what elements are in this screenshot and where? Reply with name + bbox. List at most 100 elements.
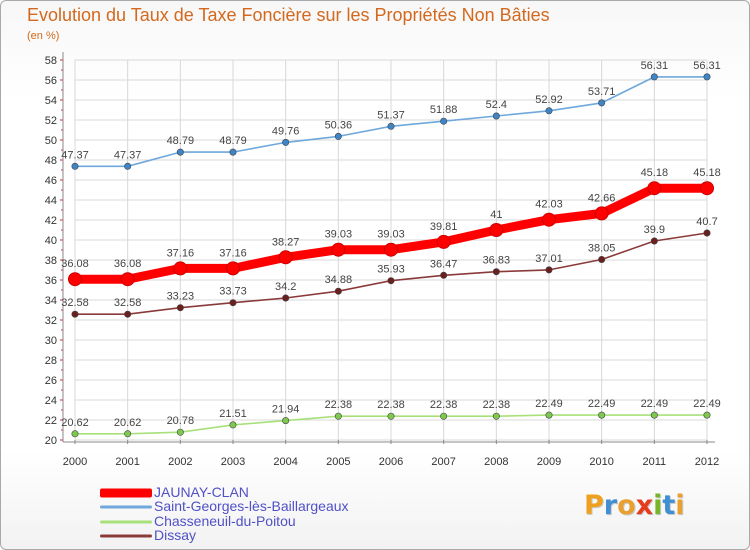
data-label-0: 42.03 (535, 199, 563, 211)
x-tick-label: 2006 (379, 456, 403, 468)
data-label-0: 42.66 (588, 192, 616, 204)
logo-letter: i (653, 490, 663, 521)
legend-swatch-saint-georges (100, 505, 152, 509)
data-point-3 (229, 299, 237, 307)
data-label-3: 39.9 (644, 224, 665, 236)
data-point-3 (124, 310, 132, 318)
x-tick-label: 2009 (537, 456, 561, 468)
data-label-1: 52.4 (486, 99, 507, 111)
y-tick-label: 22 (45, 415, 57, 427)
data-point-1 (650, 73, 658, 81)
x-tick-label: 2003 (221, 456, 245, 468)
data-point-2 (334, 412, 342, 420)
data-label-3: 32.58 (114, 297, 142, 309)
x-tick-label: 2011 (643, 456, 667, 468)
data-label-1: 51.37 (377, 109, 405, 121)
data-point-3 (598, 255, 606, 263)
data-label-1: 48.79 (219, 135, 247, 147)
data-point-2 (650, 411, 658, 419)
data-label-3: 36.47 (430, 258, 458, 270)
data-point-0 (594, 206, 609, 221)
data-label-1: 50.36 (325, 119, 353, 131)
x-tick-label: 2001 (115, 456, 139, 468)
data-label-3: 37.01 (535, 253, 563, 265)
data-label-2: 20.62 (61, 417, 89, 429)
data-label-1: 53.71 (588, 86, 616, 98)
data-point-2 (229, 421, 237, 429)
data-point-1 (598, 99, 606, 107)
legend-label-dissay: Dissay (154, 527, 197, 543)
data-label-0: 39.03 (377, 229, 405, 241)
data-point-1 (124, 162, 132, 170)
data-point-2 (176, 428, 184, 436)
data-label-0: 41 (490, 209, 502, 221)
data-label-0: 45.18 (641, 167, 669, 179)
data-label-1: 48.79 (167, 135, 195, 147)
logo-letter: r (603, 490, 618, 521)
data-label-3: 33.73 (219, 286, 247, 298)
data-label-3: 36.83 (483, 255, 511, 267)
data-point-0 (647, 181, 662, 196)
legend-swatch-chasseneuil (100, 520, 152, 524)
y-tick-label: 56 (45, 75, 57, 87)
data-point-2 (545, 411, 553, 419)
legend-swatch-jaunay-clan (100, 488, 152, 498)
data-label-2: 22.49 (641, 398, 669, 410)
data-point-3 (176, 304, 184, 312)
data-point-0 (700, 181, 714, 196)
data-point-0 (542, 212, 556, 227)
data-point-0 (120, 272, 135, 287)
data-point-2 (598, 411, 606, 419)
y-tick-label: 42 (45, 215, 57, 227)
data-point-0 (226, 261, 240, 276)
data-label-3: 32.58 (61, 297, 89, 309)
data-point-3 (703, 229, 711, 237)
data-label-0: 38.27 (272, 236, 300, 248)
data-point-2 (71, 430, 79, 438)
data-label-2: 22.49 (588, 398, 616, 410)
data-point-1 (71, 162, 79, 170)
data-point-3 (545, 266, 553, 274)
data-point-3 (71, 310, 79, 318)
data-point-0 (331, 242, 346, 257)
y-tick-label: 54 (45, 95, 57, 107)
data-label-0: 39.81 (430, 221, 458, 233)
data-label-1: 49.76 (272, 125, 300, 137)
data-point-1 (176, 148, 184, 156)
data-label-0: 37.16 (167, 247, 195, 259)
x-tick-label: 2008 (484, 456, 508, 468)
data-point-0 (384, 242, 398, 257)
data-label-1: 52.92 (535, 94, 563, 106)
data-label-2: 22.49 (693, 398, 721, 410)
y-tick-label: 58 (45, 55, 57, 67)
data-label-3: 35.93 (377, 264, 405, 276)
data-point-3 (282, 294, 290, 302)
data-label-0: 39.03 (325, 229, 353, 241)
data-label-2: 22.38 (377, 399, 405, 411)
data-point-1 (282, 138, 290, 146)
data-label-3: 33.23 (167, 291, 195, 303)
logo-letter: P (584, 490, 604, 521)
legend-label-jaunay-clan: JAUNAY-CLAN (154, 484, 249, 500)
data-label-3: 38.05 (588, 243, 616, 255)
data-point-2 (282, 417, 290, 425)
y-tick-label: 20 (45, 435, 57, 447)
data-point-2 (492, 412, 500, 420)
data-label-3: 34.2 (275, 281, 296, 293)
y-tick-label: 28 (45, 355, 57, 367)
y-tick-label: 40 (45, 235, 57, 247)
data-label-2: 22.49 (535, 398, 563, 410)
data-point-3 (387, 277, 395, 285)
y-tick-label: 30 (45, 335, 57, 347)
y-tick-label: 24 (45, 395, 57, 407)
data-label-layer: 47.37 47.37 48.79 48.79 49.76 50.36 51.37 51.88… (61, 60, 721, 429)
data-point-0 (173, 261, 188, 276)
legend-label-saint-georges: Saint-Georges-lès-Baillargeaux (154, 498, 349, 514)
legend-swatch-dissay (100, 534, 152, 538)
y-tick-label: 38 (45, 255, 57, 267)
proxiti-logo: Proxiti (584, 490, 685, 521)
data-point-0 (278, 250, 293, 265)
data-point-1 (387, 122, 395, 130)
data-label-2: 20.78 (167, 415, 195, 427)
